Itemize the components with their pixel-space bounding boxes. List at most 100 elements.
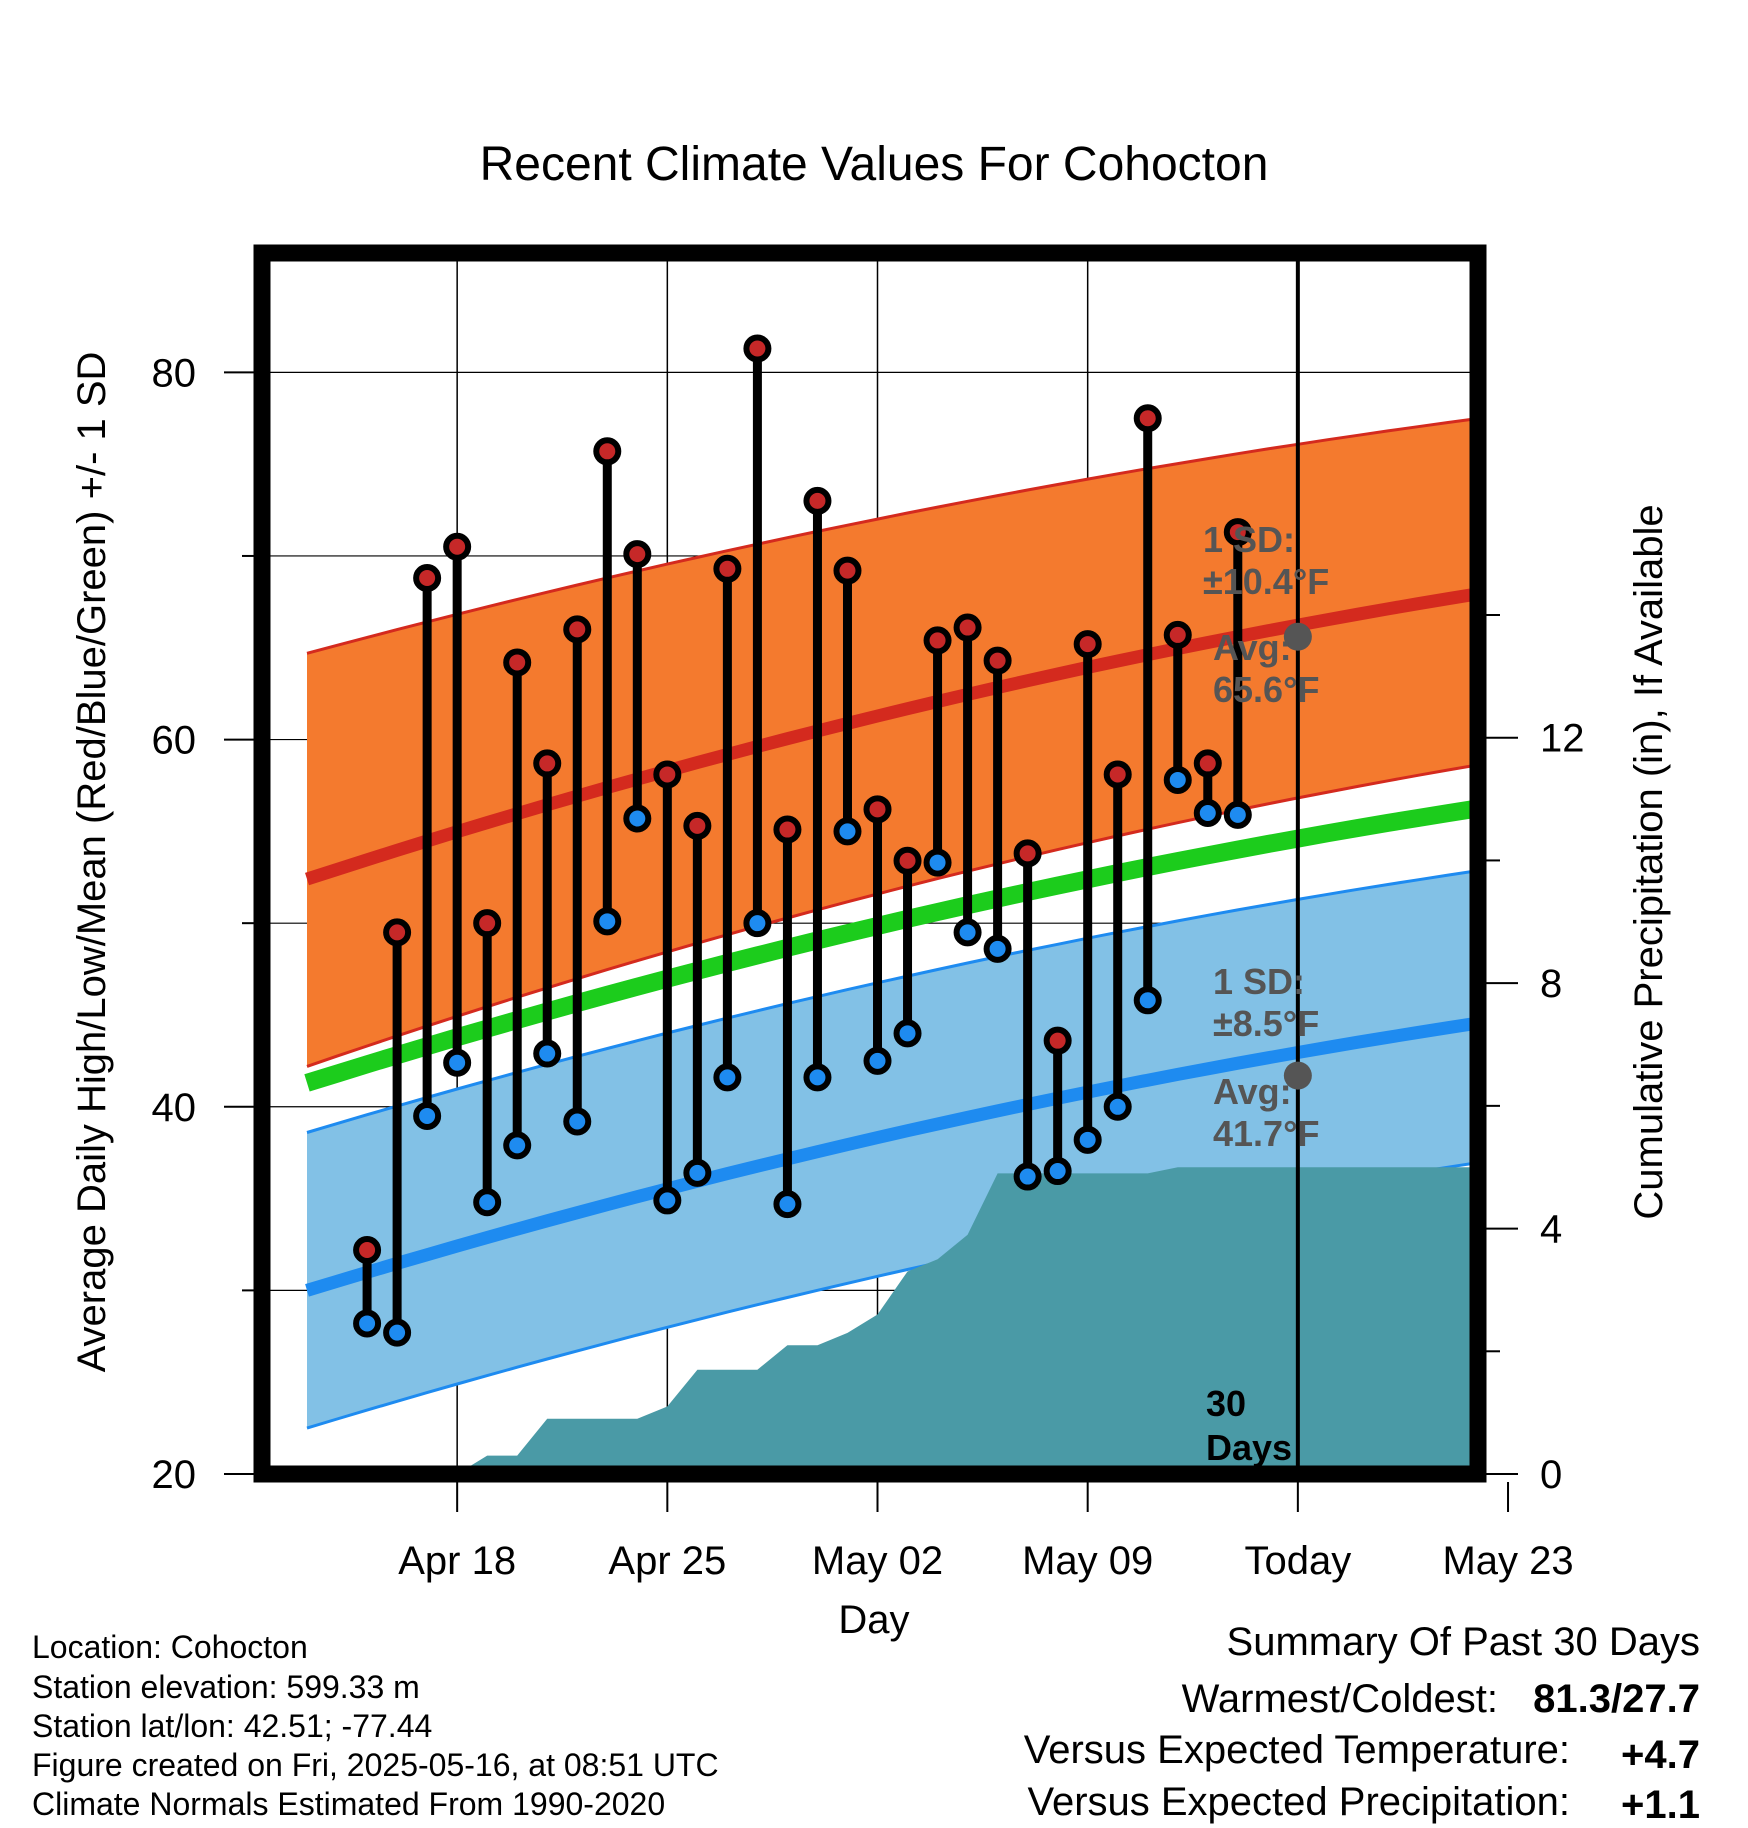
x-tick-label: Apr 18 [398, 1539, 516, 1583]
daily-high-point [773, 815, 802, 844]
daily-low-point [413, 1101, 442, 1130]
high-sd-label: 1 SD: [1203, 519, 1295, 560]
daily-low-point [1103, 1092, 1132, 1121]
info-latlon: Station lat/lon: 42.51; -77.44 [32, 1708, 432, 1744]
daily-high-point [1193, 749, 1222, 778]
info-location: Location: Cohocton [32, 1629, 308, 1665]
y2-tick-label: 8 [1540, 962, 1562, 1006]
x-tick-label: Today [1244, 1539, 1351, 1583]
info-normals: Climate Normals Estimated From 1990-2020 [32, 1786, 665, 1822]
daily-low-point [443, 1048, 472, 1077]
low-avg-label: Avg: [1213, 1071, 1292, 1112]
daily-low-point [1223, 800, 1252, 829]
y2-tick-label: 4 [1540, 1208, 1562, 1252]
daily-low-point [773, 1190, 802, 1219]
daily-low-point [383, 1318, 412, 1347]
today-low-avg-marker [1283, 1061, 1312, 1090]
daily-high-point [383, 918, 412, 947]
daily-low-point [473, 1188, 502, 1217]
high-sd-band-upper-edge [306, 416, 1478, 655]
y2-tick-label: 0 [1540, 1453, 1562, 1497]
daily-low-point [683, 1158, 712, 1187]
daily-high-point [1103, 760, 1132, 789]
daily-high-point [803, 486, 832, 515]
daily-low-point [833, 817, 862, 846]
daily-high-point [353, 1235, 382, 1264]
daily-low-point [353, 1309, 382, 1338]
days-label: Days [1206, 1427, 1292, 1468]
low-sd-band [307, 870, 1478, 1429]
temp-vs-expected-value: +4.7 [1621, 1733, 1700, 1777]
x-axis: Apr 18 Apr 25 May 02 May 09 Today May 23 [398, 1482, 1574, 1583]
daily-high-point [863, 795, 892, 824]
daily-high-point [653, 760, 682, 789]
daily-high-point [533, 749, 562, 778]
daily-high-point [1133, 404, 1162, 433]
x-tick-label: May 23 [1442, 1539, 1573, 1583]
normal-high-line [305, 587, 1478, 886]
daily-high-point [563, 615, 592, 644]
daily-high-point [1013, 839, 1042, 868]
daily-low-point [803, 1063, 832, 1092]
daily-high-point [713, 554, 742, 583]
x-tick-label: Apr 25 [608, 1539, 726, 1583]
precip-vs-expected-label: Versus Expected Precipitation: [1027, 1780, 1570, 1824]
precip-area [307, 1167, 1478, 1474]
today-high-avg-marker [1283, 622, 1312, 651]
normal-low-line [305, 1016, 1478, 1297]
daily-high-point [923, 626, 952, 655]
y2-tick-label: 12 [1540, 717, 1585, 761]
daily-low-point [1013, 1162, 1042, 1191]
low-avg-value: 41.7°F [1213, 1113, 1319, 1154]
daily-low-point [563, 1107, 592, 1136]
y2-axis-label: Cumulative Precipitation (in), If Availa… [1627, 504, 1671, 1219]
daily-low-point [1043, 1157, 1072, 1186]
daily-low-point [1193, 799, 1222, 828]
high-avg-value: 65.6°F [1213, 669, 1319, 710]
daily-high-point [1073, 630, 1102, 659]
warm-cold-label: Warmest/Coldest: [1182, 1677, 1498, 1721]
y-axis-label: Average Daily High/Low/Mean (Red/Blue/Gr… [70, 352, 114, 1373]
y-axis-left: 20 40 60 80 [152, 351, 254, 1497]
info-elevation: Station elevation: 599.33 m [32, 1669, 420, 1705]
today-line [1283, 253, 1312, 1474]
y-axis-right: 0 4 8 12 [1486, 614, 1585, 1497]
chart-annotations: 1 SD: ±10.4°F Avg: 65.6°F 1 SD: ±8.5°F A… [1203, 519, 1329, 1468]
daily-low-point [713, 1063, 742, 1092]
daily-high-point [833, 556, 862, 585]
daily-high-point [443, 532, 472, 561]
daily-low-point [593, 907, 622, 936]
daily-low-point [923, 848, 952, 877]
daily-low-point [893, 1019, 922, 1048]
daily-high-point [503, 648, 532, 677]
daily-low-point [623, 804, 652, 833]
warm-cold-value: 81.3/27.7 [1533, 1677, 1700, 1721]
daily-low-point [1073, 1125, 1102, 1154]
daily-high-point [413, 563, 442, 592]
x-tick-label: May 09 [1022, 1539, 1153, 1583]
y-tick-label: 40 [152, 1086, 197, 1130]
y-tick-label: 20 [152, 1453, 197, 1497]
daily-high-point [1043, 1026, 1072, 1055]
temp-vs-expected-label: Versus Expected Temperature: [1024, 1728, 1570, 1772]
station-info: Location: Cohocton Station elevation: 59… [32, 1629, 719, 1822]
high-sd-value: ±10.4°F [1203, 561, 1329, 602]
daily-low-point [1163, 765, 1192, 794]
daily-low-point [863, 1046, 892, 1075]
daily-low-point [983, 934, 1012, 963]
daily-high-point [1163, 620, 1192, 649]
y-tick-label: 80 [152, 351, 197, 395]
plot-area [262, 253, 1478, 1474]
daily-high-point [893, 846, 922, 875]
daily-high-point [1223, 518, 1252, 547]
low-sd-label: 1 SD: [1213, 961, 1305, 1002]
daily-low-point [503, 1131, 532, 1160]
summary-panel: Summary Of Past 30 Days Warmest/Coldest:… [1024, 1620, 1700, 1827]
daily-high-point [743, 334, 772, 363]
daily-high-point [623, 540, 652, 569]
daily-high-point [983, 646, 1012, 675]
high-avg-label: Avg: [1213, 627, 1292, 668]
daily-low-point [653, 1186, 682, 1215]
days-count: 30 [1206, 1383, 1246, 1424]
